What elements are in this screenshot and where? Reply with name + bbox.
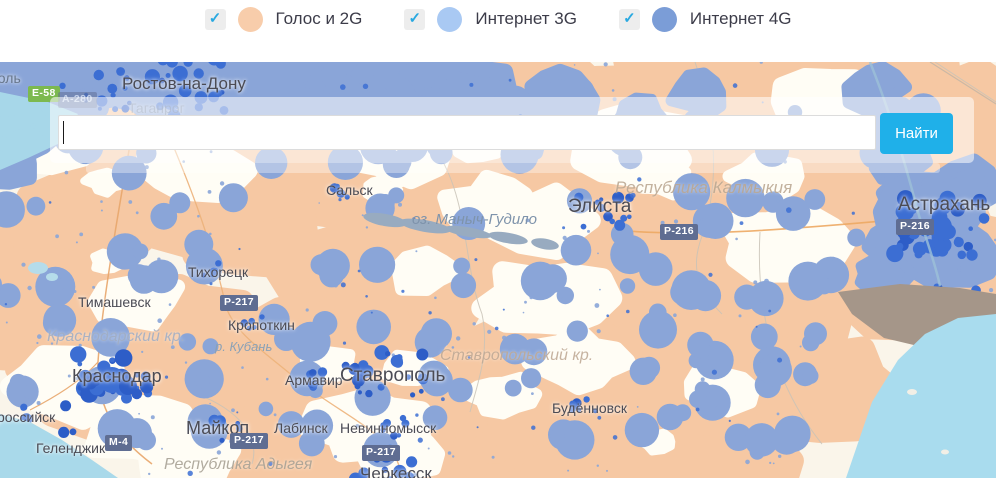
coverage-2g-swatch-icon [237,6,263,32]
checkbox-3g[interactable]: ✓ [404,8,426,30]
city-label-astrakhan: Астрахань [898,194,991,215]
region-label-stavropol-krai: Ставропольский кр. [440,347,594,364]
water-label-kuban: р. Кубань [215,339,273,354]
legend-item-3g: ✓ Интернет 3G [404,6,577,32]
legend-item-4g: ✓ Интернет 4G [618,6,792,32]
coverage-4g-swatch-icon [651,6,677,32]
region-label-adygea: Республика Адыгея [164,456,313,473]
coverage-map[interactable]: Ростов-на-Дону Таганрог Сальск Элиста Ас… [0,62,996,478]
coverage-legend: ✓ Голос и 2G ✓ Интернет 3G ✓ Интернет 4G [0,0,996,62]
water-label-manych: оз. Маныч-Гудило [412,211,537,228]
road-badge-r216-east: Р-216 [896,219,935,235]
coverage-3g-swatch-icon [437,6,463,32]
search-button[interactable]: Найти [880,113,953,154]
city-label-stavropol: Ставрополь [340,365,446,386]
city-label-armavir: Армавир [285,372,343,388]
city-label-cherkessk: Черкесск [360,464,432,478]
legend-label-4g: Интернет 4G [689,9,792,28]
city-label-kropotkin: Кропоткин [228,317,295,333]
text-caret [63,121,64,144]
city-label-gelendzhik: Геленджик [36,440,106,456]
search-panel-shadow [86,163,940,173]
city-label-mariupol: Мариуполь [0,70,21,86]
city-label-rostov: Ростов-на-Дону [122,74,246,93]
check-icon: ✓ [208,9,222,27]
check-icon: ✓ [623,9,636,27]
search-input[interactable] [58,115,876,150]
road-badge-r217-north: Р-217 [220,295,259,311]
checkbox-4g[interactable]: ✓ [618,8,640,30]
city-label-budennovsk: Будённовск [552,400,628,416]
region-label-kalmykia: Республика Калмыкия [615,178,793,197]
city-label-novorossiysk: Новороссийск [0,409,56,425]
city-label-krasnodar: Краснодар [72,366,162,386]
city-label-salsk: Сальск [326,182,373,198]
legend-label-2g: Голос и 2G [275,9,363,28]
city-label-tikhoretsk: Тихорецк [188,264,249,280]
road-badge-m4: М-4 [105,435,133,451]
road-badge-r217-maikop: Р-217 [230,433,269,449]
road-badge-r217-cherkessk: Р-217 [362,445,401,461]
region-label-krasnodar-krai: Краснодарский кр. [47,328,186,345]
city-label-timashevsk: Тимашевск [78,294,151,310]
legend-label-3g: Интернет 3G [475,9,577,28]
city-label-elista: Элиста [568,196,632,217]
city-label-labinsk: Лабинск [274,420,328,436]
city-label-nevinnomyssk: Невинномысск [340,420,437,436]
check-icon: ✓ [408,9,422,27]
road-badge-r216-west: Р-216 [660,224,699,240]
legend-item-2g: ✓ Голос и 2G [204,6,363,32]
checkbox-2g[interactable]: ✓ [204,8,226,30]
